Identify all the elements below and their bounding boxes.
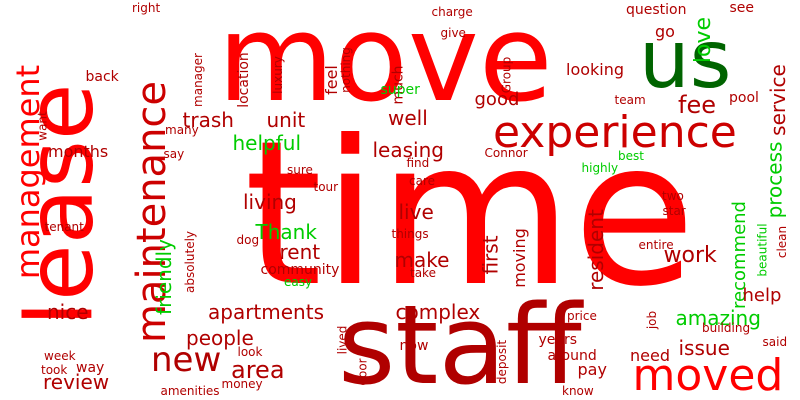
word-nice: nice xyxy=(47,300,89,324)
word-deposit: deposit xyxy=(495,339,510,385)
word-well: well xyxy=(388,106,428,130)
word-dog: dog xyxy=(236,233,260,247)
word-amazing: amazing xyxy=(675,306,761,330)
word-pool: pool xyxy=(729,90,759,106)
word-time: time xyxy=(244,98,696,331)
word-nothing: nothing xyxy=(338,47,353,93)
word-live: live xyxy=(398,200,434,224)
word-amenities: amenities xyxy=(160,384,220,398)
word-community: community xyxy=(260,262,340,278)
word-complex: complex xyxy=(395,300,481,324)
word-luxury: luxury xyxy=(270,56,285,94)
word-pay: pay xyxy=(577,360,607,379)
word-people: people xyxy=(186,326,254,350)
word-apartments: apartments xyxy=(208,300,324,324)
word-things: things xyxy=(391,227,429,241)
word-friendly: friendly xyxy=(151,239,176,315)
word-absolutely: absolutely xyxy=(183,230,198,294)
word-issue: issue xyxy=(678,336,730,360)
word-charge: charge xyxy=(431,5,473,19)
word-area: area xyxy=(231,356,285,384)
word-connor: Connor xyxy=(484,146,528,160)
word-trash: trash xyxy=(182,108,234,132)
word-work: work xyxy=(663,243,717,268)
word-best: best xyxy=(618,149,644,163)
word-price: price xyxy=(567,309,597,323)
word-living: living xyxy=(243,190,297,214)
word-right: right xyxy=(132,1,161,15)
word-helpful: helpful xyxy=(232,131,302,155)
word-say: say xyxy=(163,147,185,161)
word-many: many xyxy=(165,123,199,137)
word-lived: lived xyxy=(334,325,349,355)
word-took: took xyxy=(41,363,68,377)
word-staff: staff xyxy=(338,281,582,400)
word-look: look xyxy=(237,345,263,359)
word-resident: resident xyxy=(583,209,608,291)
word-love: love xyxy=(691,16,717,64)
word-feel: feel xyxy=(321,65,341,95)
word-tour: tour xyxy=(313,180,339,194)
word-entire: entire xyxy=(638,238,674,252)
word-service: service xyxy=(765,64,790,136)
word-question: question xyxy=(626,2,687,18)
word-want: want xyxy=(35,111,50,141)
word-us: us xyxy=(639,13,732,106)
word-move: move xyxy=(217,0,553,129)
word-know: know xyxy=(562,384,594,398)
word-experience: experience xyxy=(493,107,737,158)
word-easy: easy xyxy=(284,275,313,289)
word-way: way xyxy=(76,360,105,376)
word-job: job xyxy=(645,310,660,330)
word-review: review xyxy=(43,370,110,394)
word-moved: moved xyxy=(632,350,784,400)
word-thank: Thank xyxy=(255,220,317,244)
word-make: make xyxy=(394,248,450,272)
word-around: around xyxy=(547,348,597,364)
word-two: two xyxy=(662,189,684,203)
word-care: care xyxy=(409,174,436,188)
word-beautiful: beautiful xyxy=(755,223,770,277)
word-location: location xyxy=(235,52,252,108)
word-clean: clean xyxy=(775,225,790,259)
word-give: give xyxy=(440,26,466,40)
word-back: back xyxy=(85,69,119,85)
word-management: management xyxy=(9,64,48,280)
word-leasing: leasing xyxy=(372,138,444,162)
word-money: money xyxy=(221,377,263,391)
word-week: week xyxy=(44,349,76,363)
word-good: good xyxy=(474,89,520,110)
word-team: team xyxy=(614,93,646,107)
word-years: years xyxy=(538,332,578,348)
word-highly: highly xyxy=(581,161,619,175)
word-take: take xyxy=(410,266,436,280)
word-see: see xyxy=(729,0,755,16)
word-process: process xyxy=(761,141,786,219)
word-go: go xyxy=(655,22,675,41)
word-star: star xyxy=(662,204,686,218)
word-fee: fee xyxy=(678,91,716,119)
word-super: super xyxy=(380,82,420,98)
word-moving: moving xyxy=(509,228,529,288)
word-new: new xyxy=(151,340,222,380)
word-help: help xyxy=(742,285,782,306)
word-months: months xyxy=(48,142,109,161)
word-first: first xyxy=(478,235,503,275)
word-looking: looking xyxy=(566,60,625,79)
word-said: said xyxy=(762,335,788,349)
word-sure: sure xyxy=(287,163,313,177)
word-tenant: tenant xyxy=(44,220,84,234)
word-now: now xyxy=(399,338,429,354)
word-need: need xyxy=(630,346,670,365)
word-unit: unit xyxy=(266,108,306,132)
word-manager: manager xyxy=(190,53,205,107)
word-group: Group xyxy=(498,56,513,94)
word-rent: rent xyxy=(279,240,321,264)
word-find: find xyxy=(406,156,430,170)
word-building: building xyxy=(702,321,751,335)
word-door: door xyxy=(355,358,370,386)
